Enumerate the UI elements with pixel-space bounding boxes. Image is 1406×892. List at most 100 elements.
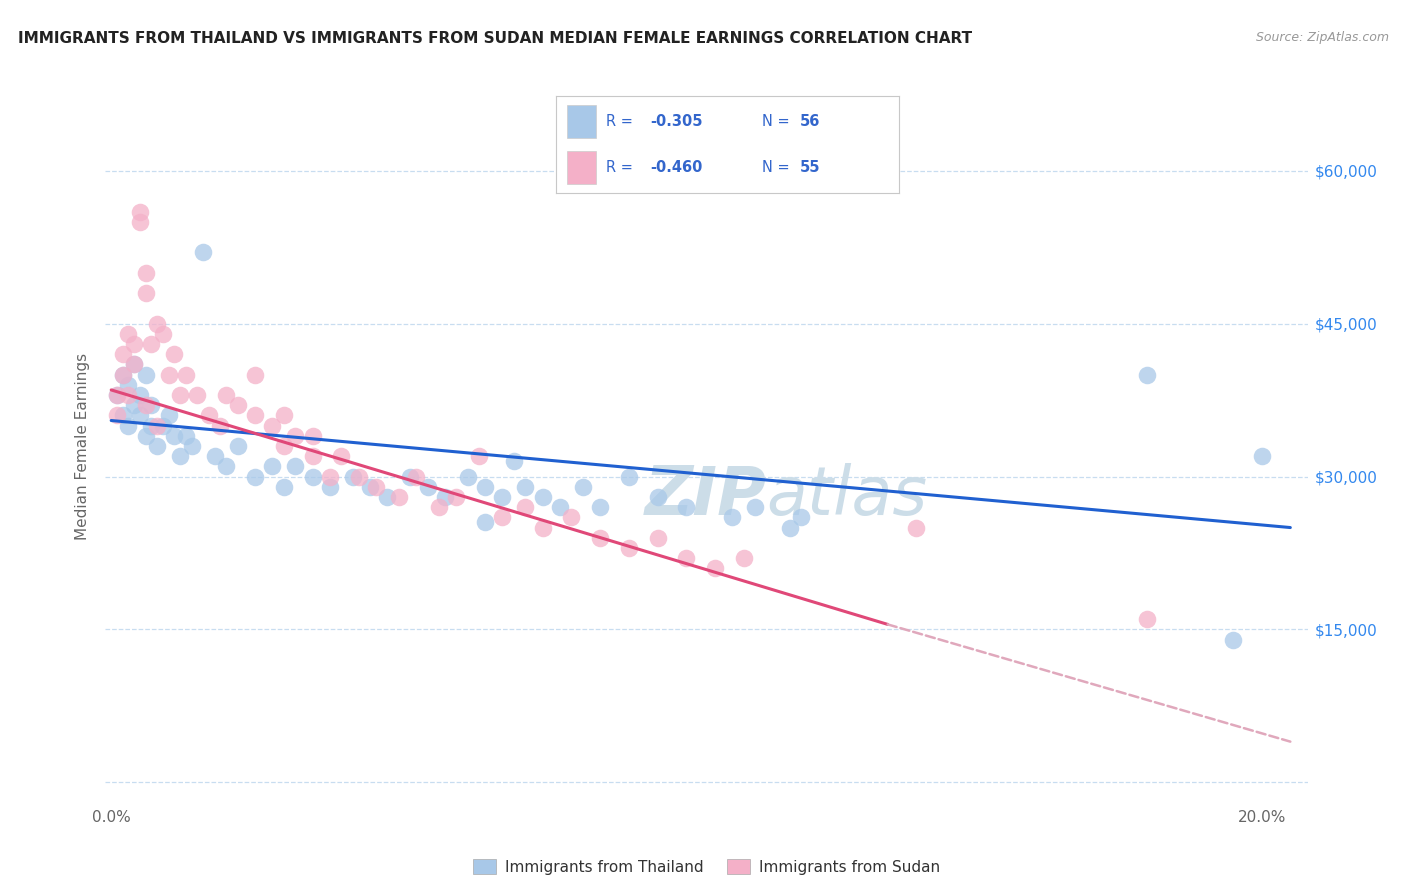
Point <box>515 480 537 494</box>
Point <box>301 449 323 463</box>
Point <box>129 388 152 402</box>
Point <box>531 520 554 534</box>
Point <box>273 439 295 453</box>
Point <box>157 368 180 382</box>
Text: ZIP: ZIP <box>645 463 766 529</box>
Point <box>198 409 221 423</box>
Point <box>1135 612 1157 626</box>
Point <box>135 286 157 301</box>
Point <box>779 520 801 534</box>
Point <box>122 358 145 372</box>
Point <box>262 418 284 433</box>
Point <box>146 439 169 453</box>
Point <box>141 398 163 412</box>
Point <box>122 398 145 412</box>
Point <box>342 469 364 483</box>
Point <box>204 449 226 463</box>
Point <box>733 551 755 566</box>
Point <box>146 418 169 433</box>
Point <box>301 429 323 443</box>
Point <box>117 418 139 433</box>
Point <box>675 551 697 566</box>
Point <box>330 449 353 463</box>
Point <box>589 500 612 515</box>
Point <box>491 490 513 504</box>
Point <box>905 520 928 534</box>
Text: atlas: atlas <box>766 463 928 529</box>
Point <box>135 398 157 412</box>
Point <box>169 449 191 463</box>
Point <box>226 439 249 453</box>
Point <box>111 347 134 361</box>
Point <box>405 469 427 483</box>
Point <box>169 388 191 402</box>
Point <box>122 337 145 351</box>
Point <box>284 429 307 443</box>
Point <box>163 429 186 443</box>
Point <box>474 480 496 494</box>
Point <box>1250 449 1272 463</box>
Point <box>301 469 323 483</box>
Point <box>319 469 342 483</box>
Point <box>135 266 157 280</box>
Point <box>157 409 180 423</box>
Point <box>364 480 387 494</box>
Legend: Immigrants from Thailand, Immigrants from Sudan: Immigrants from Thailand, Immigrants fro… <box>467 853 946 880</box>
Point <box>1135 368 1157 382</box>
Point <box>446 490 468 504</box>
Point <box>163 347 186 361</box>
Point <box>226 398 249 412</box>
Point <box>215 388 238 402</box>
Text: IMMIGRANTS FROM THAILAND VS IMMIGRANTS FROM SUDAN MEDIAN FEMALE EARNINGS CORRELA: IMMIGRANTS FROM THAILAND VS IMMIGRANTS F… <box>18 31 973 46</box>
Point <box>433 490 456 504</box>
Point <box>474 516 496 530</box>
Point <box>457 469 479 483</box>
Point <box>193 245 215 260</box>
Point <box>675 500 697 515</box>
Point <box>468 449 491 463</box>
Point <box>135 429 157 443</box>
Point <box>180 439 202 453</box>
Y-axis label: Median Female Earnings: Median Female Earnings <box>75 352 90 540</box>
Point <box>721 510 744 524</box>
Point <box>589 531 612 545</box>
Text: Source: ZipAtlas.com: Source: ZipAtlas.com <box>1256 31 1389 45</box>
Point <box>141 337 163 351</box>
Point <box>319 480 342 494</box>
Point <box>427 500 450 515</box>
Point <box>117 388 139 402</box>
Point <box>1222 632 1244 647</box>
Point <box>215 459 238 474</box>
Point <box>117 377 139 392</box>
Point <box>347 469 370 483</box>
Point <box>117 326 139 341</box>
Point <box>560 510 582 524</box>
Point <box>647 490 669 504</box>
Point <box>105 388 128 402</box>
Point <box>105 388 128 402</box>
Point <box>273 409 295 423</box>
Point <box>135 368 157 382</box>
Point <box>491 510 513 524</box>
Point <box>243 409 266 423</box>
Point <box>416 480 439 494</box>
Point <box>122 358 145 372</box>
Point <box>111 368 134 382</box>
Point <box>141 418 163 433</box>
Point <box>152 418 174 433</box>
Point <box>704 561 727 575</box>
Point <box>129 409 152 423</box>
Point <box>273 480 295 494</box>
Point <box>129 215 152 229</box>
Point <box>647 531 669 545</box>
Point <box>209 418 232 433</box>
Point <box>243 368 266 382</box>
Point <box>515 500 537 515</box>
Point <box>243 469 266 483</box>
Point <box>174 368 197 382</box>
Point <box>111 409 134 423</box>
Point <box>502 454 524 468</box>
Point <box>174 429 197 443</box>
Point <box>790 510 813 524</box>
Point <box>572 480 595 494</box>
